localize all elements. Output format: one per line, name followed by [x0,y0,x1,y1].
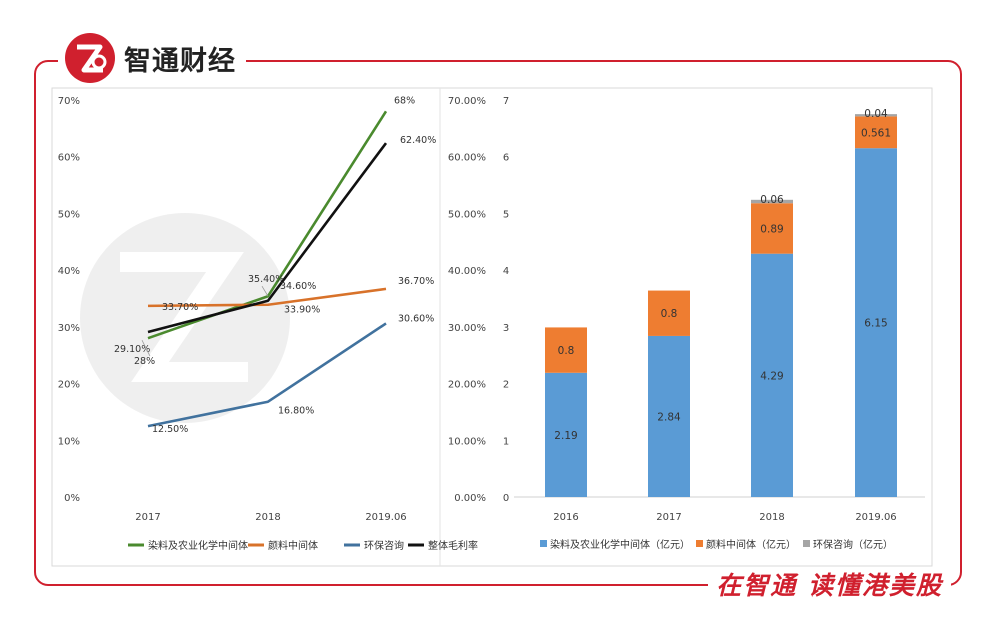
leader-line [261,286,269,297]
y-tick-label: 6 [503,153,509,164]
bar-data-label: 0.8 [558,345,575,357]
line-data-label: 35.40% [248,274,284,285]
legend-label: 整体毛利率 [428,539,478,552]
watermark [80,213,290,423]
leader-line [141,340,151,357]
secondary-y-tick-label: 10.00% [448,436,486,447]
bar-data-label: 0.06 [760,194,784,206]
line-data-label: 68% [394,95,415,106]
line-data-label: 62.40% [400,135,436,146]
legend-label: 环保咨询（亿元） [813,538,893,551]
legend-label: 颜料中间体（亿元） [706,538,796,551]
y-tick-label: 7 [503,96,509,107]
brand-title: 智通财经 [124,45,236,77]
line-data-label: 33.90% [284,305,320,316]
secondary-y-tick-label: 20.00% [448,380,486,391]
y-tick-label: 5 [503,209,509,220]
x-tick-label: 2016 [553,512,578,523]
line-data-label: 29.10% [114,344,150,355]
y-tick-label: 70% [58,96,80,107]
legend-swatch [803,540,810,547]
x-tick-label: 2017 [656,512,681,523]
bar-segment-1 [545,327,587,373]
bar-data-label: 0.89 [760,223,783,235]
bar-data-label: 2.84 [657,411,681,423]
x-tick-label: 2019.06 [365,512,406,523]
bar-data-label: 2.19 [554,430,577,442]
zhitong-logo-icon [65,33,115,83]
bar-data-label: 0.561 [861,127,891,139]
x-tick-label: 2017 [135,512,160,523]
secondary-y-tick-label: 0.00% [454,493,486,504]
bar-segment-0 [751,253,793,497]
legend-label: 染料及农业化学中间体 [148,539,248,552]
line-data-label: 16.80% [278,406,314,417]
brand-slogan: 在智通 读懂港美股 [708,566,951,602]
secondary-y-tick-label: 50.00% [448,209,486,220]
brand-header: 智通财经 [58,30,246,86]
y-tick-label: 1 [503,436,509,447]
y-tick-label: 4 [503,266,509,277]
line-data-label: 36.70% [398,276,434,287]
bar-data-label: 0.8 [661,308,678,320]
line-data-label: 30.60% [398,313,434,324]
bar-segment-0 [648,335,690,497]
secondary-y-tick-label: 40.00% [448,266,486,277]
x-tick-label: 2018 [255,512,280,523]
x-tick-label: 2019.06 [855,512,896,523]
bar-segment-2 [751,199,793,204]
y-tick-label: 20% [58,380,80,391]
y-tick-label: 50% [58,209,80,220]
y-tick-label: 2 [503,380,509,391]
legend-swatch [540,540,547,547]
y-tick-label: 40% [58,266,80,277]
bar-segment-1 [648,290,690,336]
bar-segment-1 [855,116,897,149]
line-data-label: 34.60% [280,281,316,292]
chart-panel-border [51,87,933,567]
y-tick-label: 60% [58,153,80,164]
secondary-y-tick-label: 70.00% [448,96,486,107]
line-chart: 0% 10% 20% 30% 40% 50% 60% 70% 2017 2018 2019.06 28… [58,95,478,552]
bar-data-label: 0.04 [864,108,888,120]
line-data-label: 33.70% [162,302,198,313]
line-series-3 [147,142,388,334]
bar-data-label: 6.15 [864,318,887,330]
legend-label: 染料及农业化学中间体（亿元） [550,538,690,551]
bar-data-label: 4.29 [760,370,783,382]
y-tick-label: 30% [58,323,80,334]
line-data-label: 12.50% [152,424,188,435]
line-series-2 [147,322,387,428]
y-tick-label: 0% [64,493,80,504]
legend-swatch [696,540,703,547]
line-data-label: 28% [134,356,155,367]
bar-segment-2 [855,114,897,117]
legend-label: 环保咨询 [364,539,404,552]
secondary-y-tick-label: 60.00% [448,153,486,164]
legend-label: 颜料中间体 [268,539,318,552]
bar-segment-1 [751,203,793,254]
bar-segment-0 [855,148,897,497]
bar-segment-0 [545,372,587,497]
x-tick-label: 2018 [759,512,784,523]
line-series-1 [147,287,387,308]
y-tick-label: 0 [503,493,509,504]
stacked-bar-chart: 0.00% 10.00% 20.00% 30.00% 40.00% 50.00% 60.00… [448,96,925,551]
secondary-y-tick-label: 30.00% [448,323,486,334]
content-frame [34,60,962,586]
y-tick-label: 10% [58,436,80,447]
y-tick-label: 3 [503,323,509,334]
